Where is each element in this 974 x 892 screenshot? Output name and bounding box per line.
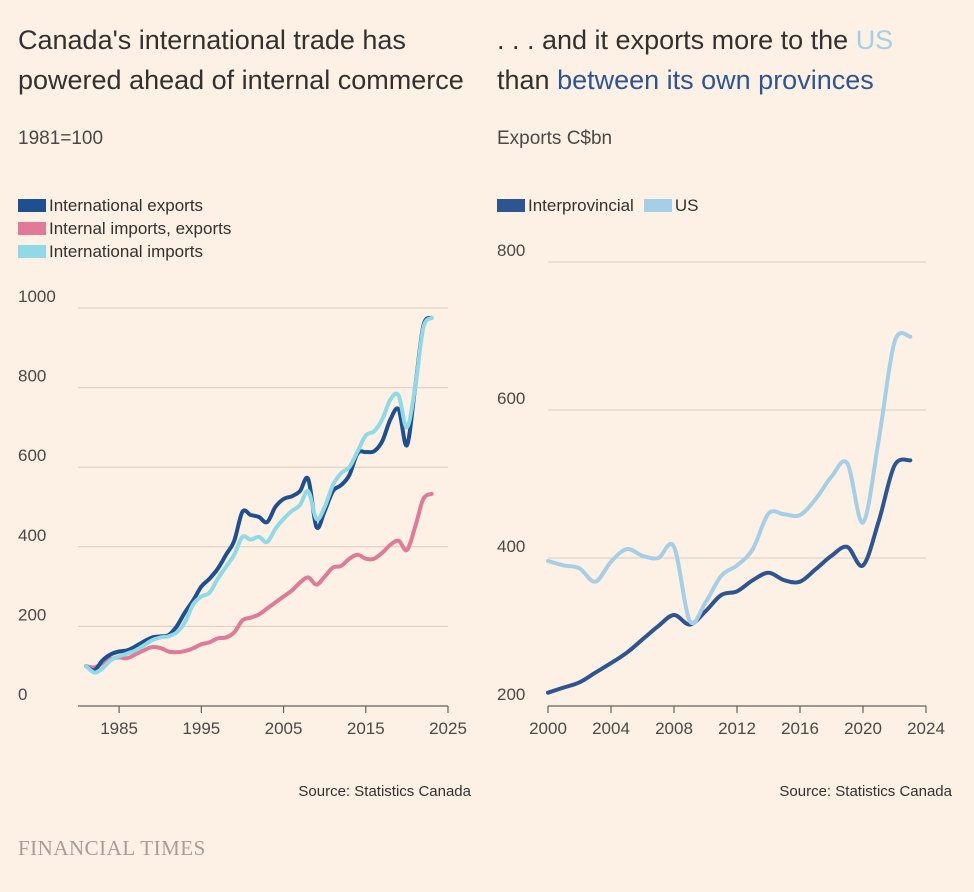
left-x-tick-2025: 2025 <box>429 719 467 738</box>
left-line-international-imports <box>84 315 434 675</box>
left-legend-swatch <box>18 222 46 235</box>
right-y-tick-600: 600 <box>497 389 525 408</box>
right-legend-item-us: US <box>643 194 699 217</box>
right-legend-swatch <box>643 199 672 212</box>
left-source: Source: Statistics Canada <box>298 783 471 800</box>
ft-logo: FINANCIAL TIMES <box>18 836 206 860</box>
right-x-tick-2004: 2004 <box>592 719 630 738</box>
right-legend-label: US <box>674 195 699 215</box>
right-y-tick-400: 400 <box>497 537 525 556</box>
right-legend: Interprovincial US <box>497 194 708 217</box>
right-x-tick-2016: 2016 <box>781 719 819 738</box>
right-chart: 200 400 600 800 2000 2004 2008 2012 2016 2020 2024 <box>497 241 945 738</box>
left-y-tick-400: 400 <box>18 526 46 545</box>
right-x-tick-2000: 2000 <box>529 719 567 738</box>
left-y-tick-0: 0 <box>18 685 27 704</box>
left-line-internal-imports-exports <box>84 491 434 670</box>
right-chart-panel: 200 400 600 800 2000 2004 2008 2012 2016 2020 2024… <box>487 0 974 892</box>
left-y-tick-200: 200 <box>18 605 46 624</box>
right-title-provinces: between its own provinces <box>557 65 874 95</box>
right-title-part1: . . . and it exports more to the <box>497 25 856 55</box>
left-legend: International exports Internal imports, e… <box>18 194 231 263</box>
left-legend-item-international-exports: International exports <box>18 194 231 217</box>
left-legend-item-internal-imports-exports: Internal imports, exports <box>18 217 231 240</box>
left-x-tick-2005: 2005 <box>265 719 303 738</box>
right-title-us: US <box>855 25 894 55</box>
left-legend-swatch <box>18 199 46 212</box>
right-chart-subtitle: Exports C$bn <box>497 128 613 149</box>
right-legend-item-interprovincial: Interprovincial <box>497 194 634 217</box>
right-legend-swatch <box>497 199 525 212</box>
left-legend-item-international-imports: International imports <box>18 240 231 263</box>
right-x-tick-2008: 2008 <box>655 719 693 738</box>
right-source: Source: Statistics Canada <box>779 783 952 800</box>
left-chart-subtitle: 1981=100 <box>18 128 104 149</box>
right-x-tick-2012: 2012 <box>718 719 756 738</box>
left-y-tick-800: 800 <box>18 367 46 386</box>
left-x-tick-2015: 2015 <box>347 719 385 738</box>
right-legend-label: Interprovincial <box>528 195 634 215</box>
right-line-interprovincial <box>546 457 913 695</box>
left-legend-label: International exports <box>49 195 204 215</box>
left-x-tick-1985: 1985 <box>100 719 138 738</box>
right-x-tick-2020: 2020 <box>844 719 882 738</box>
left-legend-label: International imports <box>49 241 204 261</box>
right-y-tick-800: 800 <box>497 241 525 260</box>
left-y-tick-600: 600 <box>18 446 46 465</box>
left-line-international-exports <box>84 315 434 673</box>
right-y-tick-200: 200 <box>497 685 525 704</box>
left-title-line2: powered ahead of internal commerce <box>18 65 464 95</box>
right-chart-title: . . . and it exports more to the US than… <box>497 20 967 100</box>
left-legend-label: Internal imports, exports <box>49 218 232 238</box>
left-chart: 0 200 400 600 800 1000 1985 1995 2005 2015 2025 <box>18 287 467 738</box>
left-chart-panel: 0 200 400 600 800 1000 1985 1995 2005 2015 2025 Ca… <box>18 20 488 800</box>
right-x-tick-2024: 2024 <box>907 719 945 738</box>
right-line-us <box>546 330 913 626</box>
left-legend-swatch <box>18 245 46 258</box>
left-y-tick-1000: 1000 <box>18 287 56 306</box>
left-x-tick-1995: 1995 <box>182 719 220 738</box>
left-title-line1: Canada's international trade has <box>18 25 406 55</box>
left-chart-title: Canada's international trade has powered… <box>18 20 488 100</box>
right-title-part2: than <box>497 65 558 95</box>
